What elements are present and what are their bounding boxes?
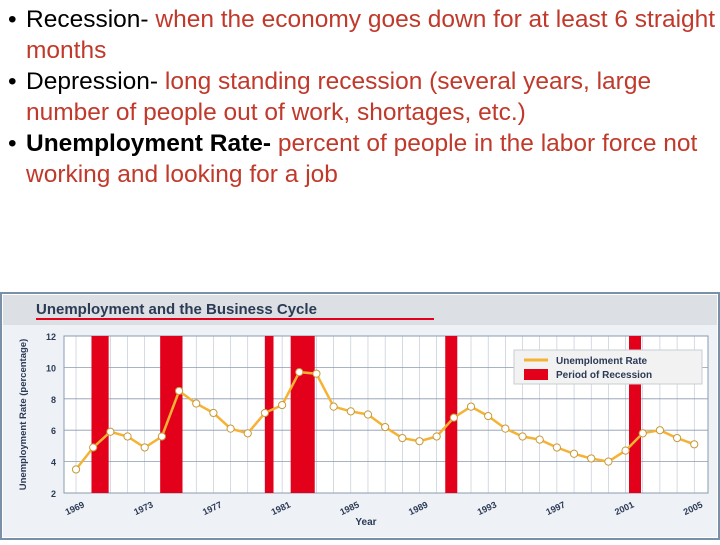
data-point bbox=[192, 399, 201, 408]
data-point bbox=[106, 427, 115, 436]
data-point bbox=[174, 386, 184, 396]
data-point bbox=[552, 443, 561, 452]
recession-band bbox=[290, 336, 315, 493]
data-point bbox=[638, 429, 647, 438]
y-tick-label: 10 bbox=[46, 363, 56, 373]
data-point bbox=[415, 437, 424, 446]
data-point bbox=[363, 410, 373, 419]
data-point bbox=[278, 400, 287, 410]
y-axis-label: Unemployment Rate (percentage) bbox=[18, 339, 29, 491]
unemployment-chart: Unemployment and the Business Cycle 2 4 6 8… bbox=[0, 292, 720, 540]
recession-band bbox=[264, 336, 274, 493]
bullet-dot: • bbox=[8, 6, 17, 33]
y-tick-label: 8 bbox=[51, 395, 56, 405]
term-recession: Recession- bbox=[26, 6, 149, 33]
data-point bbox=[89, 443, 98, 452]
data-point bbox=[690, 440, 699, 449]
definition-recession: when the economy goes down for at least … bbox=[26, 6, 716, 64]
term-depression: Depression- bbox=[26, 68, 159, 95]
data-point bbox=[123, 432, 132, 441]
y-tick-label: 2 bbox=[51, 489, 56, 499]
data-point bbox=[518, 432, 527, 441]
data-point bbox=[621, 446, 630, 455]
data-point bbox=[484, 411, 493, 421]
data-point bbox=[226, 424, 235, 433]
bullet-dot: • bbox=[8, 68, 17, 95]
data-point bbox=[569, 449, 579, 458]
data-point bbox=[535, 435, 544, 444]
data-point bbox=[501, 424, 510, 433]
data-point bbox=[672, 433, 682, 443]
recession-band bbox=[91, 336, 109, 493]
y-tick-label: 4 bbox=[51, 458, 56, 468]
data-point bbox=[604, 457, 613, 466]
data-point bbox=[655, 426, 665, 435]
data-point bbox=[157, 432, 166, 441]
legend-recession-swatch bbox=[524, 369, 548, 380]
data-point bbox=[398, 433, 407, 443]
x-axis-label: Year bbox=[355, 517, 376, 528]
data-point bbox=[71, 465, 81, 474]
data-point bbox=[243, 429, 252, 438]
bullet-unemployment-rate: • Unemployment Rate- percent of people i… bbox=[6, 128, 718, 190]
bullet-recession: • Recession- when the economy goes down … bbox=[6, 4, 718, 66]
data-point bbox=[209, 408, 218, 418]
y-tick-label: 6 bbox=[51, 426, 56, 436]
data-point bbox=[260, 408, 270, 418]
definition-unemployment-rate: percent of people in the labor force not… bbox=[26, 130, 698, 188]
data-point bbox=[466, 402, 476, 411]
definition-list: • Recession- when the economy goes down … bbox=[6, 4, 718, 190]
y-tick-label: 12 bbox=[46, 332, 56, 342]
data-point bbox=[312, 369, 321, 378]
term-unemployment-rate: Unemployment Rate- bbox=[26, 130, 272, 157]
data-point bbox=[295, 368, 304, 377]
data-point bbox=[140, 443, 149, 452]
data-point bbox=[432, 432, 441, 441]
chart-svg: Unemployment and the Business Cycle 2 4 6 8… bbox=[0, 292, 720, 540]
legend-line-label: Unemploment Rate bbox=[556, 356, 648, 367]
data-point bbox=[346, 407, 355, 416]
legend-recession-label: Period of Recession bbox=[556, 370, 652, 381]
definition-depression: long standing recession (several years, … bbox=[26, 68, 652, 126]
bullet-depression: • Depression- long standing recession (s… bbox=[6, 66, 718, 128]
chart-title: Unemployment and the Business Cycle bbox=[36, 301, 317, 318]
data-point bbox=[587, 454, 596, 463]
data-point bbox=[329, 402, 338, 411]
data-point bbox=[381, 422, 390, 432]
bullet-dot: • bbox=[8, 130, 17, 157]
data-point bbox=[449, 413, 458, 422]
